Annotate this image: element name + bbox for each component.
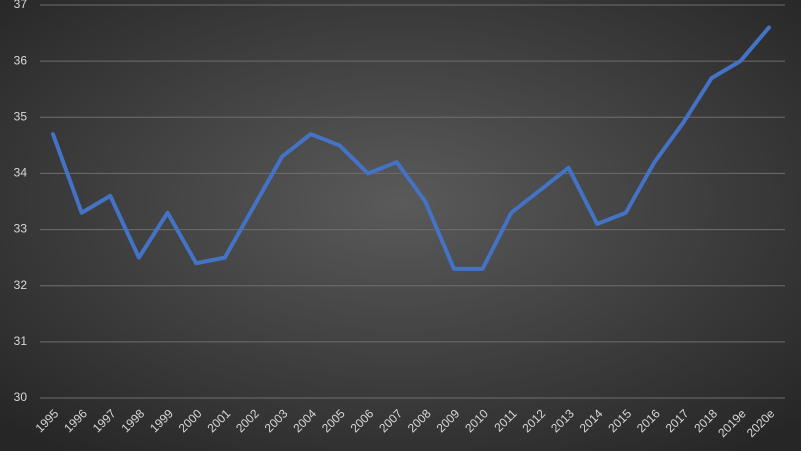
y-tick-label: 36 [14,53,28,67]
y-tick-label: 30 [14,390,28,404]
data-line [51,25,771,271]
y-tick-label: 33 [14,222,28,236]
y-tick-label: 35 [14,109,28,123]
y-tick-label: 37 [14,0,28,11]
y-tick-label: 34 [14,166,28,180]
y-tick-label: 32 [14,278,28,292]
y-tick-label: 31 [14,334,28,348]
